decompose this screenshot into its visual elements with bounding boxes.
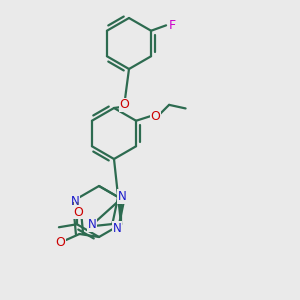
Text: O: O xyxy=(120,98,129,112)
Text: O: O xyxy=(73,206,83,219)
Text: O: O xyxy=(151,110,160,123)
Text: N: N xyxy=(118,190,126,203)
Text: N: N xyxy=(88,218,96,231)
Text: O: O xyxy=(55,236,65,250)
Text: N: N xyxy=(71,195,80,208)
Text: F: F xyxy=(169,19,176,32)
Text: N: N xyxy=(113,222,122,235)
Text: H: H xyxy=(72,202,79,212)
